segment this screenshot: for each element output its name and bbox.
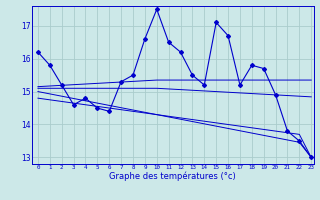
X-axis label: Graphe des températures (°c): Graphe des températures (°c) bbox=[109, 172, 236, 181]
